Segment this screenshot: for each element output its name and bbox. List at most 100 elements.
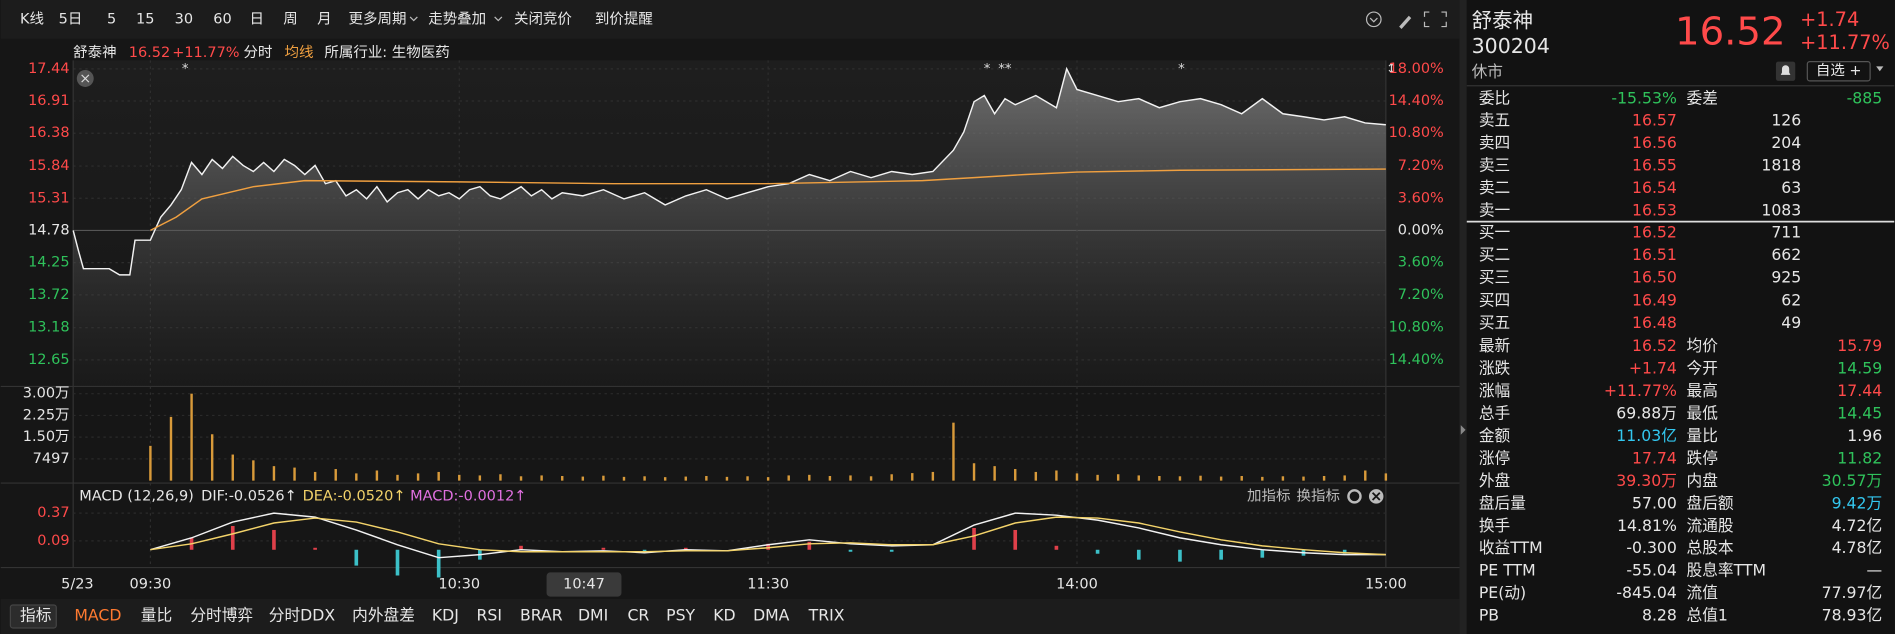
- time-label: 15:00: [1365, 576, 1407, 592]
- indicator-tab[interactable]: DMA: [753, 605, 790, 624]
- indicator-button[interactable]: 换指标: [1297, 487, 1340, 504]
- volume-bar: [1343, 475, 1346, 481]
- stat-label: 金额: [1479, 426, 1511, 445]
- stat-value: -0.300: [1626, 538, 1677, 557]
- indicator-tab[interactable]: MACD: [74, 605, 121, 624]
- stat-label: 今开: [1687, 359, 1718, 378]
- toolbar-item[interactable]: 走势叠加: [428, 10, 486, 27]
- volume-bar: [499, 474, 502, 481]
- tabs-bg: [0, 598, 1460, 634]
- volume-bar: [787, 475, 790, 481]
- book-label: 卖一: [1479, 201, 1511, 220]
- stat-value: -845.04: [1616, 583, 1677, 602]
- volume-bar: [458, 474, 461, 481]
- toolbar-item[interactable]: 60: [213, 11, 231, 27]
- indicator-tab[interactable]: KDJ: [432, 605, 459, 624]
- macd-bar: [395, 549, 400, 576]
- diff-label: 委差: [1687, 89, 1718, 108]
- pct-tick-label: 18.00%: [1389, 61, 1444, 77]
- volume-bar: [1116, 474, 1120, 481]
- volume-bar: [1261, 476, 1264, 481]
- macd-tick-label: 0.09: [37, 533, 69, 549]
- book-price: 16.49: [1632, 290, 1677, 309]
- volume-bar: [540, 475, 543, 481]
- watch-button[interactable]: [1806, 60, 1871, 82]
- macd-bar: [1178, 549, 1182, 562]
- toolbar-item[interactable]: 5日: [59, 11, 83, 27]
- info-industry: 所属行业: 生物医药: [324, 44, 449, 61]
- price-tick-label: 14.25: [28, 255, 69, 271]
- volume-bar: [993, 466, 996, 481]
- indicator-tab[interactable]: RSI: [477, 605, 503, 624]
- watch-label[interactable]: 自选 +: [1816, 62, 1862, 79]
- pct-tick-label: 0.00%: [1398, 222, 1444, 238]
- macd-bar: [889, 549, 894, 552]
- tab-box: [9, 604, 57, 629]
- macd-bar: [683, 547, 688, 550]
- toolbar-item[interactable]: 关闭竞价: [514, 9, 572, 27]
- stat-value: 11.82: [1837, 448, 1882, 467]
- stat-label: 总股本: [1687, 538, 1734, 557]
- stat-label: PE TTM: [1479, 561, 1536, 580]
- stat-label: 量比: [1687, 426, 1718, 445]
- indicator-tab[interactable]: PSY: [666, 605, 695, 624]
- stat-label: 最高: [1687, 381, 1718, 400]
- indicator-tab[interactable]: 分时DDX: [269, 605, 336, 624]
- stat-label: PB: [1479, 606, 1499, 625]
- toolbar-item[interactable]: 15: [136, 11, 154, 27]
- icon-dropdown[interactable]: [1365, 11, 1382, 28]
- market-status: 休市: [1472, 62, 1503, 81]
- toolbar-item[interactable]: 日: [249, 11, 264, 27]
- macd-bar: [272, 529, 276, 550]
- splitter-arrow: [1460, 425, 1466, 435]
- stat-label: 最低: [1687, 403, 1719, 422]
- toolbar-item[interactable]: K线: [20, 10, 44, 27]
- indicator-tab[interactable]: TRIX: [808, 605, 845, 624]
- stat-value: 57.00: [1632, 493, 1677, 512]
- indicator-tab[interactable]: 指标: [20, 605, 51, 624]
- volume-bar: [561, 475, 564, 481]
- time-label: 14:00: [1056, 576, 1098, 592]
- ratio-label: 委比: [1479, 89, 1510, 108]
- volume-bar: [663, 477, 667, 481]
- indicator-tab[interactable]: 量比: [141, 605, 172, 624]
- book-price: 16.57: [1632, 110, 1677, 129]
- toolbar-item[interactable]: 5: [107, 11, 116, 27]
- icon-fullscreen[interactable]: [1423, 11, 1447, 28]
- toolbar-item[interactable]: 到价提醒: [595, 10, 653, 27]
- volume-bar: [313, 471, 317, 481]
- toolbar-item[interactable]: 30: [175, 11, 193, 27]
- indicator-tab[interactable]: 分时博弈: [190, 605, 253, 624]
- book-volume: 1818: [1761, 155, 1801, 174]
- pct-tick-label: 10.80%: [1389, 320, 1444, 336]
- stat-label: 外盘: [1479, 471, 1510, 490]
- price-tick-label: 16.38: [28, 125, 69, 141]
- volume-tick-label: 3.00万: [23, 386, 70, 402]
- bell: [1780, 65, 1791, 75]
- indicator-button[interactable]: 加指标: [1247, 487, 1290, 504]
- book-price: 16.54: [1632, 178, 1677, 197]
- toolbar-item[interactable]: 更多周期: [349, 10, 407, 27]
- volume-tick-label: 2.25万: [23, 407, 70, 423]
- macd-bar: [972, 527, 976, 550]
- pct-tick-label: 10.80%: [1389, 125, 1444, 141]
- indicator-tab[interactable]: DMI: [578, 605, 608, 624]
- indicator-tab[interactable]: CR: [627, 605, 649, 624]
- book-volume: 711: [1771, 223, 1801, 242]
- icon-settings[interactable]: [1347, 489, 1362, 504]
- indicator-tab[interactable]: BRAR: [520, 605, 563, 624]
- indicator-tab[interactable]: 内外盘差: [352, 605, 415, 624]
- stat-label: 盘后量: [1479, 493, 1526, 512]
- macd-bar: [1219, 549, 1223, 560]
- stat-label: 跌停: [1687, 448, 1718, 467]
- toolbar-item[interactable]: 周: [283, 11, 298, 27]
- stat-value: —: [1867, 561, 1883, 580]
- volume-bar: [602, 475, 605, 481]
- info-mode: 分时: [243, 44, 272, 61]
- stat-label: 换手: [1479, 516, 1510, 535]
- indicator-tab[interactable]: KD: [713, 605, 735, 624]
- stat-value: 1.96: [1847, 426, 1882, 445]
- toolbar-item[interactable]: 月: [317, 11, 332, 27]
- icon-draw[interactable]: [1399, 15, 1412, 29]
